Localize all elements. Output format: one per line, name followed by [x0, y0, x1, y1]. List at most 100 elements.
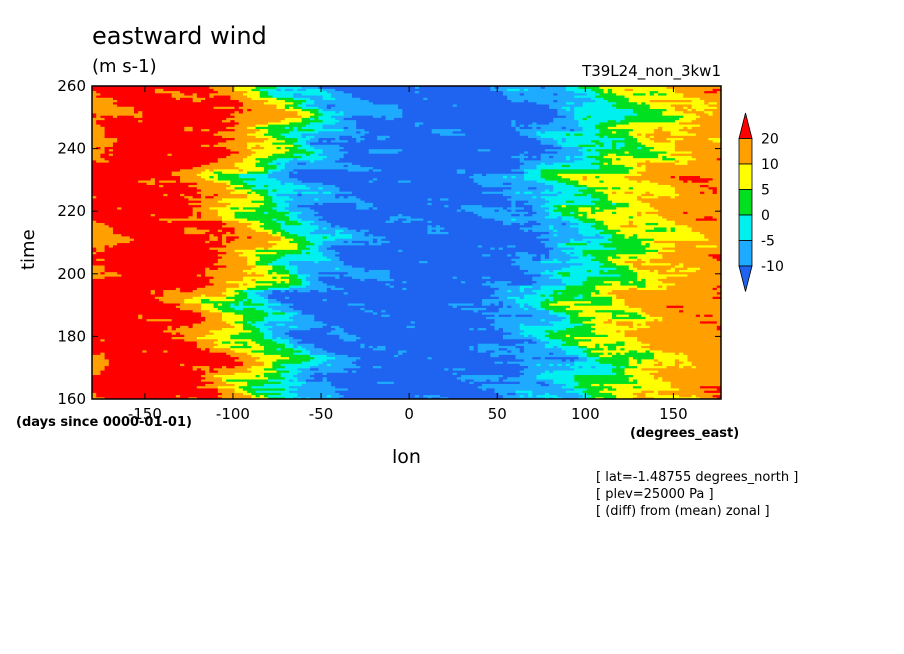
heatmap-cell	[653, 390, 659, 393]
heatmap-cell	[242, 343, 248, 346]
heatmap-cell	[511, 168, 525, 172]
heatmap-cell	[641, 146, 655, 150]
heatmap-cell	[92, 385, 198, 389]
heatmap-cell	[255, 262, 269, 266]
heatmap-cell	[226, 231, 231, 235]
heatmap-cell	[599, 153, 609, 156]
heatmap-cell	[310, 117, 315, 121]
heatmap-cell	[691, 365, 697, 369]
heatmap-cell	[628, 204, 651, 208]
heatmap-cell	[637, 287, 668, 291]
heatmap-cell	[175, 394, 181, 398]
heatmap-cell	[419, 90, 504, 94]
heatmap-cell	[196, 273, 202, 277]
heatmap-cell	[570, 108, 575, 112]
heatmap-cell	[523, 271, 542, 275]
heatmap-cell	[377, 278, 395, 282]
heatmap-cell	[268, 240, 290, 244]
heatmap-cell	[226, 293, 236, 297]
heatmap-cell	[385, 309, 475, 313]
heatmap-cell	[523, 305, 533, 308]
heatmap-cell	[318, 106, 328, 109]
heatmap-cell	[92, 211, 194, 215]
heatmap-cell	[301, 132, 366, 136]
heatmap-cell	[465, 367, 525, 371]
heatmap-cell	[641, 179, 651, 183]
heatmap-cell	[226, 117, 286, 121]
heatmap-cell	[461, 204, 483, 208]
heatmap-cell	[628, 177, 680, 181]
heatmap-cell	[574, 117, 584, 121]
heatmap-cell	[234, 358, 257, 362]
heatmap-cell	[578, 182, 659, 185]
heatmap-cell	[251, 153, 273, 156]
heatmap-cell	[549, 253, 571, 257]
heatmap-cell	[167, 325, 173, 329]
heatmap-cell	[389, 314, 496, 317]
heatmap-cell	[255, 307, 273, 311]
heatmap-cell	[595, 327, 638, 331]
heatmap-cell	[616, 130, 630, 134]
heatmap-cell	[221, 376, 269, 380]
heatmap-cell	[104, 267, 206, 270]
heatmap-cell	[263, 222, 282, 226]
heatmap-cell	[700, 231, 721, 235]
heatmap-cell	[586, 392, 613, 396]
heatmap-cell	[603, 208, 659, 212]
heatmap-cell	[549, 298, 554, 302]
heatmap-cell	[251, 267, 273, 270]
heatmap-cell	[92, 383, 206, 387]
heatmap-cell	[557, 110, 575, 114]
heatmap-cell	[276, 177, 299, 181]
heatmap-cell	[666, 276, 721, 279]
heatmap-cell	[221, 309, 265, 313]
heatmap-cell	[561, 204, 567, 208]
heatmap-cell	[641, 262, 672, 266]
heatmap-cell	[712, 394, 721, 398]
heatmap-cell	[92, 356, 106, 360]
heatmap-cell	[691, 126, 721, 130]
heatmap-cell	[712, 215, 721, 219]
heatmap-cell	[624, 367, 642, 371]
heatmap-cell	[217, 130, 257, 134]
heatmap-cell	[620, 352, 626, 355]
heatmap-cell	[544, 396, 550, 399]
heatmap-cell	[196, 213, 202, 217]
heatmap-cell	[138, 119, 143, 123]
heatmap-cell	[637, 271, 659, 275]
heatmap-cell	[624, 260, 647, 264]
heatmap-cell	[645, 394, 680, 398]
heatmap-cell	[284, 296, 290, 299]
heatmap-cell	[595, 358, 630, 362]
heatmap-cell	[314, 150, 324, 154]
heatmap-cell	[616, 119, 621, 123]
heatmap-cell	[247, 144, 257, 147]
heatmap-cell	[716, 287, 721, 291]
heatmap-cell	[540, 126, 563, 130]
heatmap-cell	[481, 191, 517, 194]
heatmap-cell	[310, 273, 340, 277]
heatmap-cell	[331, 394, 345, 398]
heatmap-cell	[666, 155, 693, 159]
heatmap-cell	[611, 211, 617, 215]
heatmap-cell	[251, 345, 265, 349]
heatmap-cell	[599, 139, 613, 143]
heatmap-cell	[335, 195, 340, 199]
heatmap-cell	[318, 278, 361, 282]
heatmap-cell	[92, 287, 177, 291]
heatmap-cell	[674, 249, 721, 253]
heatmap-cell	[624, 298, 721, 302]
heatmap-cell	[595, 144, 600, 147]
heatmap-cell	[100, 124, 236, 127]
heatmap-cell	[247, 141, 273, 145]
heatmap-cell	[364, 345, 370, 349]
heatmap-cell	[234, 226, 252, 230]
heatmap-cell	[226, 320, 236, 324]
heatmap-cell	[389, 217, 399, 221]
heatmap-cell	[632, 215, 663, 219]
heatmap-cell	[331, 92, 353, 96]
heatmap-cell	[221, 302, 231, 306]
heatmap-cell	[92, 394, 97, 398]
heatmap-cell	[511, 175, 517, 179]
heatmap-cell	[255, 150, 286, 154]
